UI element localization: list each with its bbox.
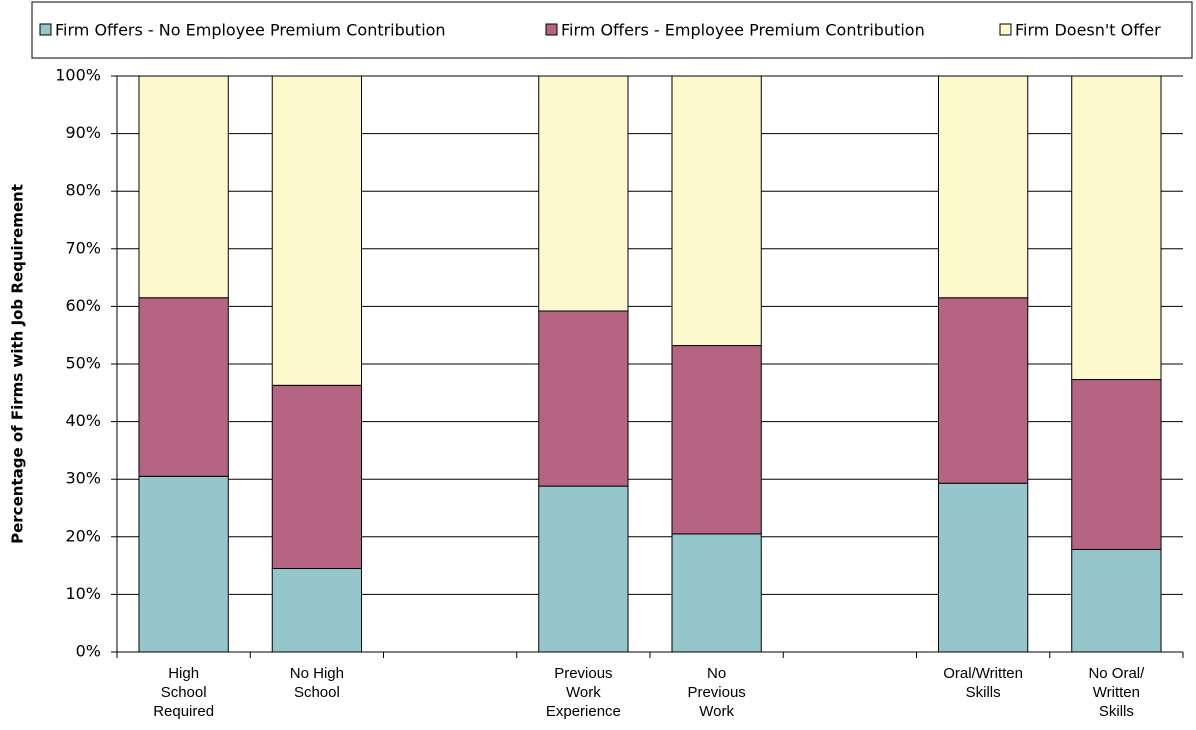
bar-segment <box>538 75 629 312</box>
y-axis-title: Percentage of Firms with Job Requirement <box>9 184 27 544</box>
x-tick-label: No Oral/ Written Skills <box>1088 665 1145 720</box>
y-tick-label: 100% <box>55 66 101 85</box>
x-tick-label: No Previous Work <box>687 665 746 720</box>
bar-segment <box>937 297 1029 484</box>
y-tick-label: 40% <box>65 411 101 430</box>
x-tick-label: No High School <box>289 665 344 701</box>
y-tick-label: 60% <box>65 296 101 315</box>
bar-segment <box>538 485 629 653</box>
bar-segment <box>1071 75 1162 381</box>
bar-segment <box>937 482 1029 653</box>
bar-segment <box>138 75 229 299</box>
bar-segment <box>937 75 1029 299</box>
y-tick-label: 20% <box>65 526 101 545</box>
bar-segment <box>671 345 762 535</box>
legend-label: Firm Offers - No Employee Premium Contri… <box>55 21 446 40</box>
x-tick-label: Previous Work Experience <box>545 665 621 720</box>
x-tick-label: Oral/Written Skills <box>943 665 1023 701</box>
legend-label: Firm Doesn't Offer <box>1015 21 1161 40</box>
bar-segment <box>671 75 762 347</box>
bar-segment <box>671 533 762 653</box>
legend-swatch <box>39 23 52 36</box>
legend-label: Firm Offers - Employee Premium Contribut… <box>561 21 925 40</box>
bar-segment <box>1071 548 1162 653</box>
bar-segment <box>138 475 229 653</box>
y-tick-label: 50% <box>65 354 101 373</box>
legend-swatch <box>999 23 1012 36</box>
legend-box <box>31 1 1193 59</box>
y-tick-label: 90% <box>65 123 101 142</box>
y-tick-label: 30% <box>65 469 101 488</box>
bar-segment <box>138 297 229 477</box>
y-tick-label: 0% <box>76 642 101 661</box>
bar-segment <box>271 384 363 569</box>
bar-segment <box>538 310 629 487</box>
bar-segment <box>271 567 363 653</box>
bar-segment <box>271 75 363 386</box>
y-tick-label: 80% <box>65 181 101 200</box>
y-tick-label: 10% <box>65 584 101 603</box>
bar-segment <box>1071 379 1162 550</box>
x-tick-label: High School Required <box>153 665 215 720</box>
legend-swatch <box>545 23 558 36</box>
y-tick-label: 70% <box>65 238 101 257</box>
